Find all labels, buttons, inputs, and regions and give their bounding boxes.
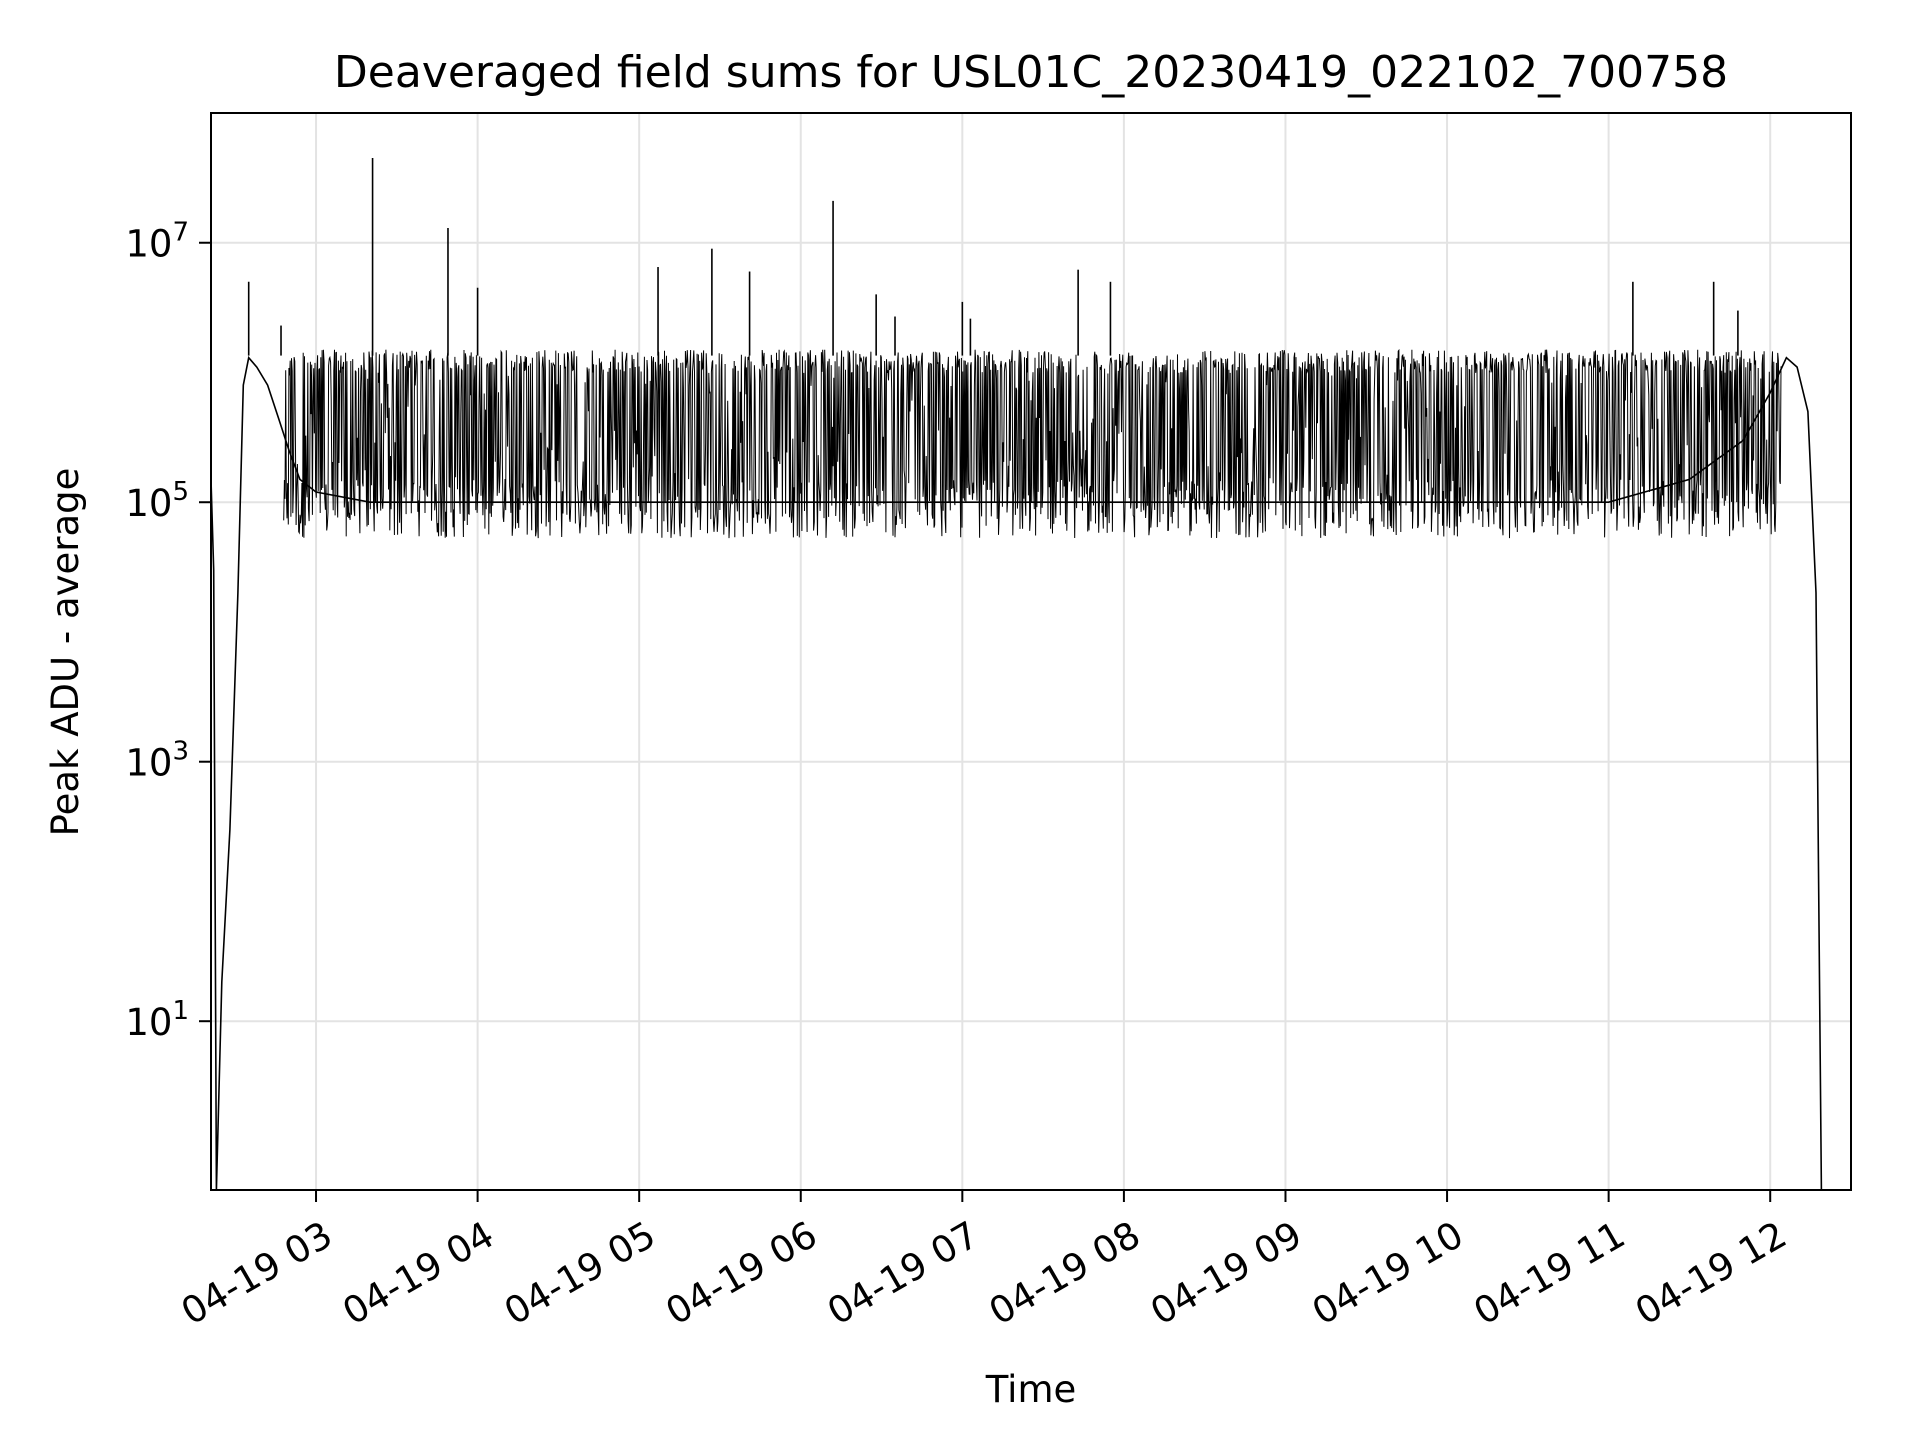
x-tick-label: 04-19 10 [1305,1213,1471,1333]
plot-area [210,157,1823,1191]
y-tick-label: 101 [125,996,189,1044]
y-tick-label: 107 [125,218,189,266]
y-tick-base: 10 [125,223,172,266]
y-tick-exp: 5 [172,477,189,507]
series-line [210,355,1823,1191]
x-tick-label: 04-19 08 [982,1213,1148,1333]
y-tick-base: 10 [125,482,172,525]
y-tick-exp: 3 [172,737,189,767]
plot-frame [210,112,1852,1191]
y-tick-base: 10 [125,742,172,785]
y-tick-label: 103 [125,737,189,785]
x-tick-label: 04-19 12 [1628,1213,1794,1333]
grid [211,113,1851,1190]
y-tick-base: 10 [125,1001,172,1044]
chart-title: Deaveraged field sums for USL01C_2023041… [334,47,1728,98]
y-tick-label: 105 [125,477,189,525]
y-tick-exp: 1 [172,996,189,1026]
x-axis-label: Time [985,1368,1077,1411]
series-band [283,348,1782,539]
x-tick-label: 04-19 06 [659,1213,825,1333]
x-tick-label: 04-19 11 [1467,1213,1633,1333]
x-tick-label: 04-19 03 [174,1213,340,1333]
y-axis-label: Peak ADU - average [44,468,87,837]
y-tick-exp: 7 [172,218,189,248]
x-tick-label: 04-19 05 [497,1213,663,1333]
x-tick-label: 04-19 04 [336,1213,502,1333]
x-tick-label: 04-19 09 [1143,1213,1309,1333]
x-tick-label: 04-19 07 [820,1213,986,1333]
